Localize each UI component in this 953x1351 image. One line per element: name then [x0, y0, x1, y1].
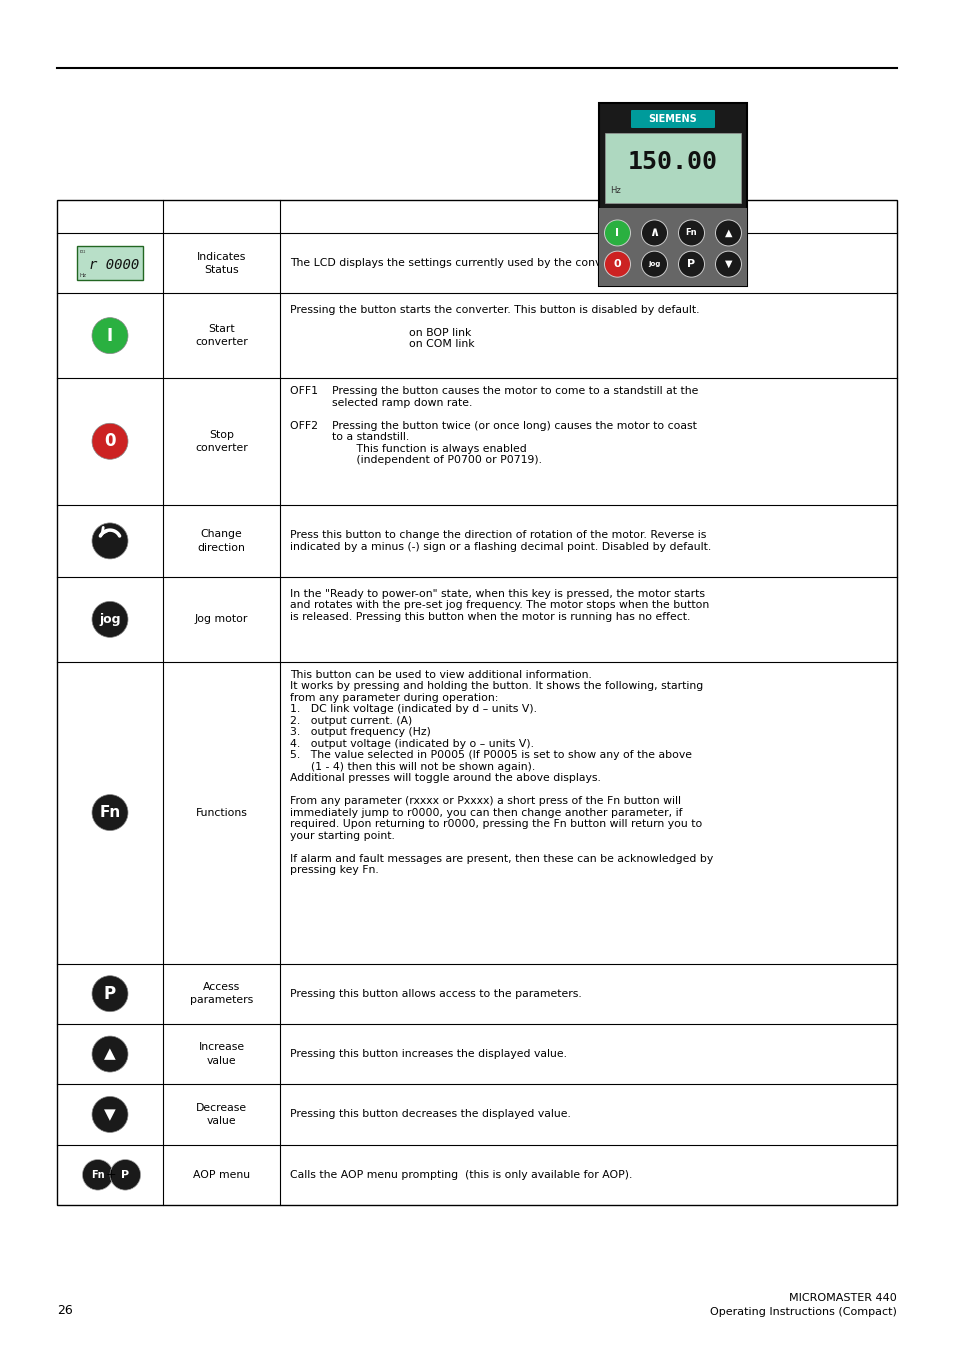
FancyBboxPatch shape — [598, 103, 746, 286]
Bar — [57, 200, 896, 1205]
Text: It works by pressing and holding the button. It shows the following, starting: It works by pressing and holding the but… — [290, 681, 702, 692]
Text: Calls the AOP menu prompting  (this is only available for AOP).: Calls the AOP menu prompting (this is on… — [290, 1170, 632, 1179]
Circle shape — [82, 1159, 113, 1190]
Circle shape — [678, 220, 703, 246]
Text: Jog motor: Jog motor — [194, 615, 248, 624]
Text: OFF1    Pressing the button causes the motor to come to a standstill at the: OFF1 Pressing the button causes the moto… — [290, 386, 698, 396]
Text: 26: 26 — [57, 1304, 72, 1316]
Text: ▼: ▼ — [724, 259, 732, 269]
Circle shape — [91, 317, 128, 354]
Text: r 0000: r 0000 — [89, 258, 139, 272]
Text: jog: jog — [648, 261, 660, 267]
Circle shape — [715, 251, 740, 277]
Text: I: I — [107, 327, 113, 345]
Text: Pressing this button decreases the displayed value.: Pressing this button decreases the displ… — [290, 1109, 570, 1120]
Text: from any parameter during operation:: from any parameter during operation: — [290, 693, 497, 703]
Text: Hz: Hz — [80, 273, 87, 278]
FancyBboxPatch shape — [630, 109, 714, 128]
Circle shape — [91, 794, 128, 831]
Circle shape — [604, 220, 630, 246]
Text: immediately jump to r0000, you can then change another parameter, if: immediately jump to r0000, you can then … — [290, 808, 681, 817]
Text: Stop
converter: Stop converter — [195, 430, 248, 453]
Text: AOP menu: AOP menu — [193, 1170, 250, 1179]
Circle shape — [91, 423, 128, 459]
Text: to a standstill.: to a standstill. — [290, 432, 409, 442]
Circle shape — [91, 1097, 128, 1132]
Text: +: + — [106, 1169, 116, 1181]
Text: Pressing this button allows access to the parameters.: Pressing this button allows access to th… — [290, 989, 581, 998]
Text: 1.   DC link voltage (indicated by d – units V).: 1. DC link voltage (indicated by d – uni… — [290, 704, 537, 715]
Bar — [598, 208, 746, 286]
Bar — [604, 132, 740, 203]
Text: 3.   output frequency (Hz): 3. output frequency (Hz) — [290, 727, 431, 738]
Text: The LCD displays the settings currently used by the converter.: The LCD displays the settings currently … — [290, 258, 630, 269]
Circle shape — [715, 220, 740, 246]
Text: Indicates
Status: Indicates Status — [196, 251, 246, 274]
Text: 150.00: 150.00 — [627, 150, 718, 174]
Text: on COM link: on COM link — [290, 339, 475, 350]
Text: (1 - 4) then this will not be shown again).: (1 - 4) then this will not be shown agai… — [290, 762, 535, 771]
Text: r₂₂: r₂₂ — [80, 249, 87, 254]
Circle shape — [640, 251, 667, 277]
Text: Fn: Fn — [91, 1170, 105, 1179]
Text: Additional presses will toggle around the above displays.: Additional presses will toggle around th… — [290, 774, 600, 784]
Text: Access
parameters: Access parameters — [190, 982, 253, 1005]
Text: 4.   output voltage (indicated by o – units V).: 4. output voltage (indicated by o – unit… — [290, 739, 534, 748]
Text: Fn: Fn — [99, 805, 120, 820]
Text: required. Upon returning to r0000, pressing the Fn button will return you to: required. Upon returning to r0000, press… — [290, 820, 701, 830]
Text: ▲: ▲ — [104, 1047, 115, 1062]
Text: Pressing the button starts the converter. This button is disabled by default.: Pressing the button starts the converter… — [290, 305, 699, 315]
Text: ▲: ▲ — [724, 228, 732, 238]
Text: 2.   output current. (A): 2. output current. (A) — [290, 716, 412, 725]
Text: Operating Instructions (Compact): Operating Instructions (Compact) — [709, 1306, 896, 1317]
Text: Fn: Fn — [685, 228, 697, 238]
FancyBboxPatch shape — [77, 246, 143, 280]
Text: From any parameter (rxxxx or Pxxxx) a short press of the Fn button will: From any parameter (rxxxx or Pxxxx) a sh… — [290, 797, 680, 807]
Text: P: P — [121, 1170, 130, 1179]
Text: 0: 0 — [613, 259, 620, 269]
Text: 5.   The value selected in P0005 (If P0005 is set to show any of the above: 5. The value selected in P0005 (If P0005… — [290, 750, 691, 761]
Text: In the "Ready to power-on" state, when this key is pressed, the motor starts: In the "Ready to power-on" state, when t… — [290, 589, 704, 598]
Text: selected ramp down rate.: selected ramp down rate. — [290, 397, 472, 408]
Text: ∧: ∧ — [649, 227, 659, 239]
Circle shape — [640, 220, 667, 246]
Circle shape — [91, 1036, 128, 1073]
Text: MICROMASTER 440: MICROMASTER 440 — [788, 1293, 896, 1302]
Text: Functions: Functions — [195, 808, 247, 817]
Text: jog: jog — [99, 613, 121, 626]
Text: OFF2    Pressing the button twice (or once long) causes the motor to coast: OFF2 Pressing the button twice (or once … — [290, 420, 696, 431]
Text: This function is always enabled: This function is always enabled — [290, 443, 526, 454]
Text: Increase
value: Increase value — [198, 1043, 244, 1066]
Text: Press this button to change the direction of rotation of the motor. Reverse is: Press this button to change the directio… — [290, 530, 705, 540]
Text: P: P — [687, 259, 695, 269]
Text: Start
converter: Start converter — [195, 324, 248, 347]
Text: Hz: Hz — [609, 186, 620, 195]
Text: Pressing this button increases the displayed value.: Pressing this button increases the displ… — [290, 1050, 566, 1059]
Circle shape — [91, 975, 128, 1012]
Circle shape — [604, 251, 630, 277]
Circle shape — [91, 523, 128, 559]
Text: pressing key Fn.: pressing key Fn. — [290, 866, 378, 875]
Circle shape — [110, 1159, 140, 1190]
Text: and rotates with the pre-set jog frequency. The motor stops when the button: and rotates with the pre-set jog frequen… — [290, 600, 708, 611]
Text: If alarm and fault messages are present, then these can be acknowledged by: If alarm and fault messages are present,… — [290, 854, 713, 863]
Circle shape — [91, 601, 128, 638]
Text: indicated by a minus (-) sign or a flashing decimal point. Disabled by default.: indicated by a minus (-) sign or a flash… — [290, 542, 711, 551]
Text: I: I — [615, 228, 618, 238]
Text: is released. Pressing this button when the motor is running has no effect.: is released. Pressing this button when t… — [290, 612, 690, 621]
Text: P: P — [104, 985, 116, 1002]
Text: Decrease
value: Decrease value — [195, 1102, 247, 1125]
Circle shape — [678, 251, 703, 277]
Text: your starting point.: your starting point. — [290, 831, 395, 840]
Text: Change
direction: Change direction — [197, 530, 245, 553]
Text: on BOP link: on BOP link — [290, 328, 471, 338]
Text: This button can be used to view additional information.: This button can be used to view addition… — [290, 670, 591, 680]
Text: ▼: ▼ — [104, 1106, 115, 1121]
Text: SIEMENS: SIEMENS — [648, 113, 697, 124]
Text: (independent of P0700 or P0719).: (independent of P0700 or P0719). — [290, 455, 541, 465]
Text: 0: 0 — [104, 432, 115, 450]
